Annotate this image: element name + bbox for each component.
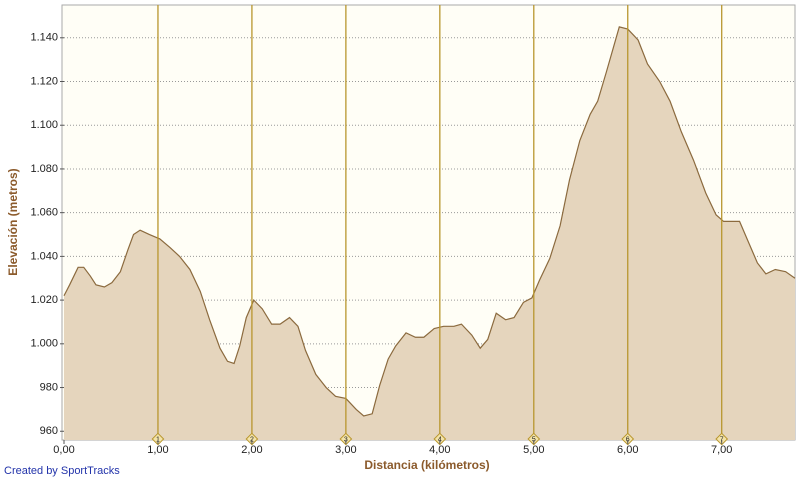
- x-tick-label: 3,00: [335, 444, 356, 456]
- y-tick-label: 1.080: [30, 163, 58, 175]
- x-axis-label: Distancia (kilómetros): [364, 458, 489, 472]
- x-tick-label: 0,00: [53, 444, 74, 456]
- km-marker-label: 1: [156, 436, 160, 443]
- km-marker-label: 4: [438, 436, 442, 443]
- y-tick-label: 1.060: [30, 207, 58, 219]
- km-marker: [433, 432, 447, 446]
- x-tick-label: 6,00: [617, 444, 638, 456]
- km-marker: [245, 432, 259, 446]
- x-tick-label: 1,00: [147, 444, 168, 456]
- x-tick-label: 2,00: [241, 444, 262, 456]
- y-tick-label: 1.040: [30, 250, 58, 262]
- km-marker-label: 2: [250, 436, 254, 443]
- y-tick-label: 1.120: [30, 75, 58, 87]
- km-marker-label: 5: [532, 436, 536, 443]
- y-axis-label: Elevación (metros): [6, 168, 20, 275]
- x-tick-label: 5,00: [523, 444, 544, 456]
- y-tick-label: 1.020: [30, 294, 58, 306]
- km-marker: [715, 432, 729, 446]
- km-marker-label: 7: [720, 436, 724, 443]
- y-tick-label: 960: [40, 425, 58, 437]
- y-tick-label: 1.140: [30, 32, 58, 44]
- x-tick-label: 4,00: [429, 444, 450, 456]
- km-marker: [339, 432, 353, 446]
- km-marker: [151, 432, 165, 446]
- km-marker: [527, 432, 541, 446]
- x-tick-label: 7,00: [711, 444, 732, 456]
- credit: Created by SportTracks: [4, 465, 120, 477]
- elevation-area: [64, 26, 795, 441]
- y-tick-label: 980: [40, 381, 58, 393]
- elevation-line: [63, 26, 796, 417]
- y-tick-label: 1.000: [30, 338, 58, 350]
- y-tick-label: 1.100: [30, 119, 58, 131]
- km-marker-label: 6: [626, 436, 630, 443]
- km-marker: [621, 432, 635, 446]
- km-marker-label: 3: [344, 436, 348, 443]
